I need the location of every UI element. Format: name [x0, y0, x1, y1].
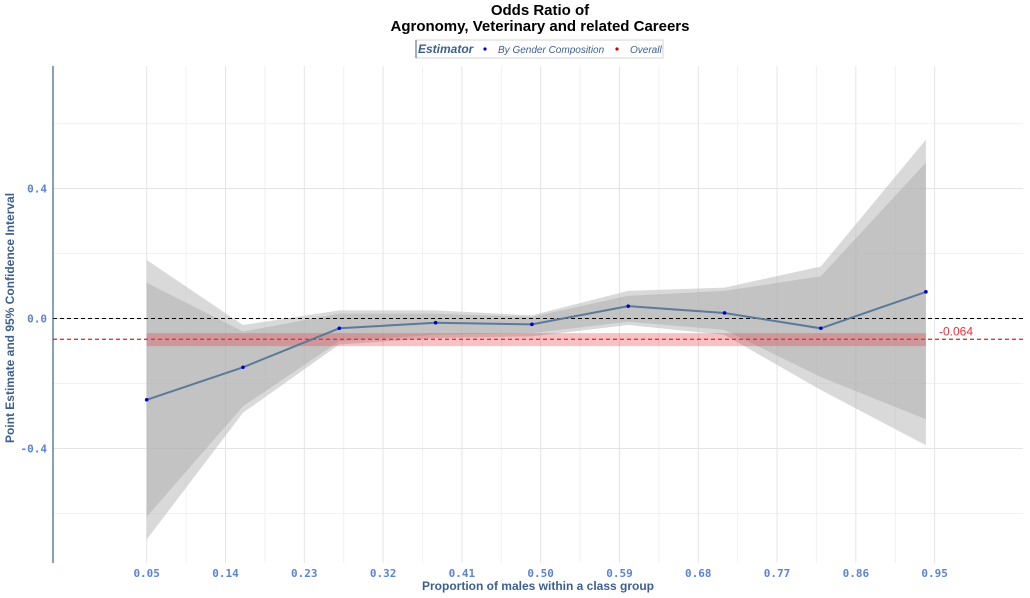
estimate-point — [924, 290, 928, 294]
x-tick-label: 0.50 — [527, 567, 554, 580]
reference-lines: -0.064 — [53, 318, 1023, 340]
estimate-point — [241, 365, 245, 370]
x-tick-label: 0.05 — [133, 567, 160, 580]
y-axis-title: Point Estimate and 95% Confidence Interv… — [3, 193, 17, 443]
x-tick-label: 0.23 — [291, 567, 318, 580]
x-tick-label: 0.95 — [921, 567, 948, 580]
chart-subtitle: Agronomy, Veterinary and related Careers — [390, 18, 689, 35]
legend-label-overall: Overall — [630, 45, 662, 56]
x-tick-label: 0.14 — [212, 567, 239, 580]
y-tick-label: -0.4 — [21, 443, 48, 456]
x-tick-label: 0.32 — [370, 567, 397, 580]
legend-key-overall — [615, 47, 619, 51]
legend-title: Estimator — [418, 42, 475, 56]
estimate-point — [819, 326, 823, 331]
x-tick-label: 0.86 — [843, 567, 870, 580]
estimate-series — [144, 290, 928, 402]
overall-estimate-label: -0.064 — [939, 324, 973, 338]
x-tick-label: 0.77 — [764, 567, 791, 580]
estimate-point — [433, 320, 438, 325]
chart-title: Odds Ratio of — [491, 2, 590, 19]
legend-key-by-gender — [483, 47, 487, 51]
estimate-point — [626, 304, 631, 308]
x-tick-label: 0.59 — [606, 567, 633, 580]
estimate-point — [144, 397, 149, 402]
x-axis-title: Proportion of males within a class group — [422, 579, 654, 593]
estimate-point — [722, 311, 727, 315]
legend: Estimator By Gender Composition Overall — [415, 39, 664, 59]
x-tick-label: 0.41 — [449, 567, 476, 580]
y-tick-label: 0.0 — [27, 313, 47, 326]
legend-label-by-gender: By Gender Composition — [498, 45, 605, 56]
y-tick-label: 0.4 — [27, 183, 47, 196]
estimate-point — [337, 326, 342, 331]
axes: -0.4 0.0 0.4 0.05 0.14 0.23 0.32 0.41 0.50 0.59 0.… — [21, 66, 948, 580]
x-tick-label: 0.68 — [685, 567, 712, 580]
estimate-point — [530, 322, 534, 327]
